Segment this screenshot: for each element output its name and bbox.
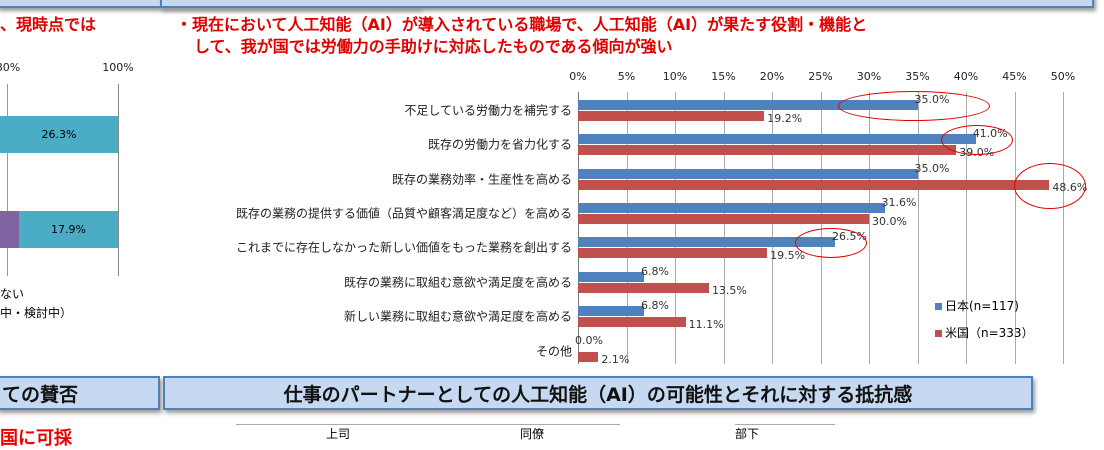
- bar-usa: [578, 145, 957, 155]
- legend: 日本(n=117) 米国（n=333）: [935, 293, 1034, 347]
- category-label: 既存の労働力を省力化する: [427, 137, 572, 152]
- gridline: [626, 92, 628, 364]
- legend-item-usa: 米国（n=333）: [935, 320, 1034, 347]
- gridline: [869, 92, 870, 364]
- highlight-ellipse: [1014, 163, 1087, 209]
- legend-swatch: [935, 303, 942, 310]
- legend-item-japan: 日本(n=117): [935, 293, 1034, 320]
- chart-subtitle-line: ・現在において人工知能（AI）が導入されている職場で、人工知能（AI）が果たす役…: [176, 15, 868, 34]
- bar-japan: [578, 237, 836, 247]
- x-tick-label: 35%: [905, 70, 930, 83]
- category-label: その他: [535, 344, 572, 359]
- left-bottom-red-text: 国に可採: [0, 428, 72, 449]
- bar-usa: [578, 248, 768, 258]
- y-axis-line: [578, 92, 579, 364]
- x-tick-label: 0%: [569, 70, 587, 83]
- chart-subtitle-line: して、我が国では労働力の手助けに対応したものである傾向が強い: [194, 37, 673, 56]
- data-label-japan: 35.0%: [914, 162, 950, 175]
- x-tick-label: 40%: [953, 70, 979, 83]
- bar-japan: [578, 203, 885, 213]
- data-label-japan: 0.0%: [575, 334, 603, 347]
- right-header-box: [160, 0, 1094, 8]
- left-gridline: [7, 84, 8, 276]
- left-subtitle: 、現時点では: [0, 15, 97, 34]
- data-label-japan: 31.6%: [881, 196, 917, 209]
- gridline: [966, 92, 967, 364]
- left-axis-tick: 100%: [102, 61, 134, 74]
- left-bar: 26.3%: [0, 116, 118, 153]
- left-bar-purple: [0, 211, 19, 248]
- highlight-ellipse: [940, 125, 1013, 155]
- data-label-usa: 19.5%: [770, 249, 806, 262]
- highlight-ellipse: [795, 228, 868, 258]
- header-text: ての賛否: [2, 383, 79, 406]
- bottom-header: 仕事のパートナーとしての人工知能（AI）の可能性とそれに対する抵抗感: [163, 376, 1033, 410]
- left-bottom-header: ての賛否: [0, 376, 160, 410]
- data-label-japan: 6.8%: [640, 299, 669, 312]
- category-label: これまでに存在しなかった新しい価値をもった業務を創出する: [235, 240, 572, 255]
- chart-subtitle: ・現在において人工知能（AI）が導入されている職場で、人工知能（AI）が果たす役…: [176, 14, 867, 58]
- category-label: 不足している労働力を補完する: [404, 103, 572, 118]
- gridline: [723, 92, 725, 364]
- bar-japan: [578, 100, 918, 110]
- header-text: 仕事のパートナーとしての人工知能（AI）の可能性とそれに対する抵抗感: [283, 383, 913, 406]
- gridline: [1063, 92, 1064, 364]
- bar-usa: [578, 317, 686, 327]
- tab-label: 同僚: [520, 427, 545, 441]
- bar-usa: [578, 111, 765, 121]
- data-label-usa: 30.0%: [872, 215, 907, 228]
- bar-japan: [578, 272, 644, 282]
- bar-japan: [578, 169, 918, 179]
- bar-usa: [578, 180, 1050, 190]
- left-legend-item: ない: [0, 287, 25, 301]
- left-legend-item: 中・検討中）: [0, 306, 73, 320]
- category-label: 既存の業務に取組む意欲や満足度を高める: [343, 275, 572, 290]
- bar-japan: [578, 134, 976, 144]
- legend-label: 日本(n=117): [945, 299, 1019, 313]
- data-label-usa: 19.2%: [767, 112, 803, 125]
- x-tick-label: 25%: [808, 70, 833, 83]
- left-bar-label: 26.3%: [41, 128, 77, 141]
- bar-usa: [578, 214, 869, 224]
- x-tick-label: 20%: [759, 70, 785, 83]
- bar-usa: [578, 352, 599, 362]
- tab-label: 上司: [326, 427, 351, 441]
- x-tick-label: 10%: [662, 70, 688, 83]
- bar-usa: [578, 283, 709, 293]
- x-tick-label: 50%: [1050, 70, 1076, 83]
- category-label: 既存の業務の提供する価値（品質や顧客満足度など）を高める: [235, 206, 572, 221]
- data-label-usa: 11.1%: [688, 318, 724, 331]
- x-tick-label: 30%: [856, 70, 882, 83]
- bar-japan: [578, 306, 644, 316]
- left-bar-label: 17.9%: [51, 223, 86, 236]
- legend-swatch: [935, 330, 942, 337]
- left-gridline: [118, 84, 119, 276]
- gridline: [772, 92, 773, 364]
- gridline: [675, 92, 676, 364]
- gridline: [1014, 92, 1016, 364]
- legend-label: 米国（n=333）: [945, 326, 1034, 340]
- highlight-ellipse: [837, 91, 990, 121]
- tab-label: 部下: [735, 427, 760, 441]
- data-label-usa: 13.5%: [711, 284, 747, 297]
- x-tick-label: 15%: [711, 70, 736, 83]
- x-tick-label: 5%: [617, 70, 636, 83]
- left-bar: 17.9%: [19, 211, 118, 248]
- category-label: 既存の業務効率・生産性を高める: [391, 172, 572, 187]
- left-axis-tick: 80%: [0, 61, 21, 74]
- gridline: [917, 92, 919, 364]
- data-label-japan: 6.8%: [640, 265, 669, 278]
- category-label: 新しい業務に取組む意欲や満足度を高める: [343, 309, 572, 324]
- x-tick-label: 45%: [1002, 70, 1027, 83]
- data-label-usa: 2.1%: [601, 353, 630, 366]
